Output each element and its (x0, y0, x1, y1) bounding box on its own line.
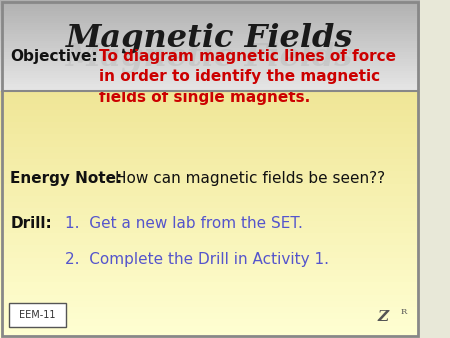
Bar (0, 66, 420, 68)
Bar (0, 82, 420, 84)
Bar (0, 21, 420, 23)
Bar (0, 135, 420, 141)
Bar (0, 184, 420, 190)
Text: To diagram magnetic lines of force
in order to identify the magnetic
fields of s: To diagram magnetic lines of force in or… (99, 49, 396, 105)
Bar (0, 141, 420, 147)
Text: Objective:: Objective: (10, 49, 98, 64)
Bar (0, 16, 420, 18)
Bar (0, 233, 420, 239)
Text: R: R (401, 308, 407, 316)
Bar (0, 71, 420, 73)
Bar (0, 319, 420, 326)
Text: 2.  Complete the Drill in Activity 1.: 2. Complete the Drill in Activity 1. (65, 252, 329, 267)
Bar (0, 209, 420, 215)
Bar (0, 7, 420, 9)
Bar (0, 104, 420, 110)
Bar (0, 270, 420, 276)
Bar (0, 34, 420, 37)
Bar (0, 30, 420, 32)
Bar (0, 91, 420, 97)
Bar (0, 301, 420, 307)
Bar (0, 332, 420, 338)
Text: Drill:: Drill: (10, 216, 52, 231)
Bar (0, 73, 420, 75)
Bar (0, 25, 420, 27)
Bar (0, 0, 420, 2)
Bar (0, 27, 420, 30)
Bar (0, 89, 420, 91)
Bar (0, 97, 420, 103)
Text: Magnetic Fields: Magnetic Fields (66, 23, 354, 54)
Bar (0, 2, 420, 4)
Bar (0, 87, 420, 89)
Bar (0, 14, 420, 16)
Bar (0, 147, 420, 153)
Bar (0, 258, 420, 264)
Bar (0, 264, 420, 270)
Bar (0, 69, 420, 71)
Bar (0, 11, 420, 14)
Text: EEM-11: EEM-11 (19, 310, 56, 320)
Bar (0, 75, 420, 78)
Bar (0, 78, 420, 80)
Bar (0, 18, 420, 21)
Bar (0, 196, 420, 202)
Text: Energy Note:: Energy Note: (10, 171, 123, 186)
Bar (0, 57, 420, 59)
Text: 1.  Get a new lab from the SET.: 1. Get a new lab from the SET. (65, 216, 303, 231)
Bar (0, 62, 420, 64)
Bar (0, 9, 420, 11)
Bar (0, 50, 420, 52)
Bar (0, 64, 420, 66)
Bar (0, 239, 420, 245)
Bar (0, 32, 420, 34)
Bar (0, 41, 420, 43)
Bar (0, 48, 420, 50)
Bar (0, 289, 420, 295)
Bar (0, 80, 420, 82)
Text: Z: Z (378, 311, 389, 324)
Bar (0, 227, 420, 233)
Bar (0, 116, 420, 122)
Bar (0, 122, 420, 128)
Bar (0, 39, 420, 41)
Text: Magnetic Fields: Magnetic Fields (66, 42, 354, 73)
Text: How can magnetic fields be seen??: How can magnetic fields be seen?? (116, 171, 386, 186)
Bar (0, 43, 420, 46)
Bar (0, 4, 420, 7)
Bar (0, 128, 420, 135)
Bar (0, 307, 420, 313)
Bar (0, 23, 420, 25)
Bar (0, 221, 420, 227)
Bar (0, 84, 420, 87)
Bar (9, 303, 66, 327)
Bar (0, 202, 420, 209)
Bar (0, 37, 420, 39)
Bar (0, 171, 420, 178)
Bar (0, 313, 420, 319)
Bar (0, 295, 420, 301)
Bar (0, 165, 420, 171)
Bar (0, 153, 420, 159)
Bar (0, 251, 420, 258)
Bar (0, 52, 420, 55)
Bar (0, 276, 420, 283)
Bar (0, 110, 420, 116)
Bar (0, 215, 420, 221)
Bar (0, 55, 420, 57)
Bar (0, 159, 420, 165)
Bar (0, 46, 420, 48)
Bar (0, 283, 420, 289)
Bar (0, 190, 420, 196)
Bar (0, 59, 420, 62)
Bar (0, 326, 420, 332)
Bar (0, 245, 420, 251)
Bar (0, 178, 420, 184)
